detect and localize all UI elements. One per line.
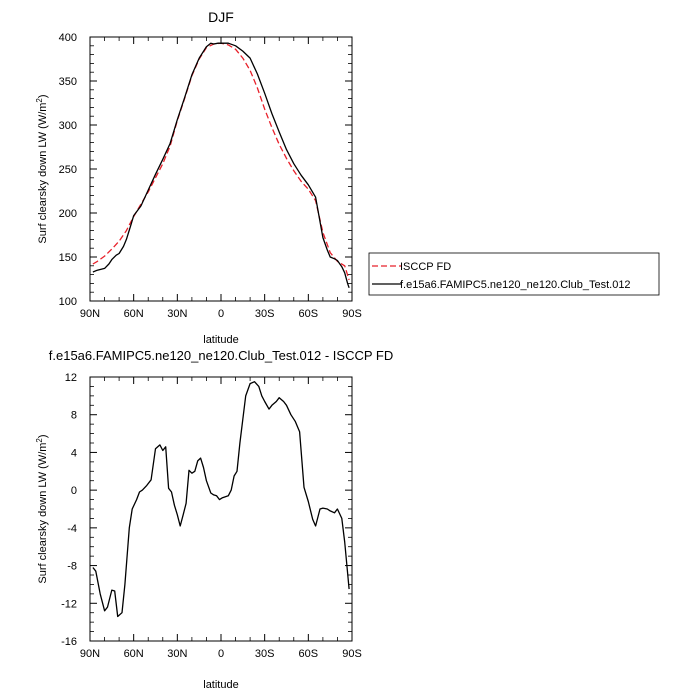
bottom-x-axis-label: latitude <box>203 679 238 691</box>
bottom-y-tick-label: 4 <box>71 447 77 459</box>
top-series-isccp-line <box>92 42 350 281</box>
top-x-tick-label: 30S <box>255 308 275 320</box>
bottom-x-tick-label: 60S <box>299 648 319 660</box>
top-plot-frame <box>89 36 353 302</box>
top-chart-title: DJF <box>208 9 234 25</box>
bottom-plot-frame <box>89 376 353 642</box>
bottom-y-axis-label: Surf clearsky down LW (W/m2) <box>35 434 49 583</box>
bottom-x-tick-label: 30S <box>255 648 275 660</box>
bottom-y-tick-label: -8 <box>67 561 77 573</box>
bottom-x-tick-label: 60N <box>124 648 144 660</box>
bottom-y-tick-label: -4 <box>67 523 77 535</box>
top-y-tick-label: 300 <box>59 120 77 132</box>
top-x-tick-label: 0 <box>218 308 224 320</box>
top-x-tick-label: 60S <box>299 308 319 320</box>
bottom-y-tick-label: -12 <box>61 598 77 610</box>
top-x-axis-label: latitude <box>203 334 238 346</box>
bottom-x-tick-label: 30N <box>167 648 187 660</box>
legend-box <box>368 252 660 296</box>
top-y-tick-label: 350 <box>59 76 77 88</box>
top-y-axis-label: Surf clearsky down LW (W/m2) <box>35 94 49 243</box>
top-y-tick-label: 200 <box>59 208 77 220</box>
bottom-x-tick-label: 90S <box>342 648 362 660</box>
top-y-tick-label: 400 <box>59 32 77 44</box>
top-x-tick-label: 60N <box>124 308 144 320</box>
legend-label-isccp: ISCCP FD <box>400 261 451 273</box>
legend-label-model: f.e15a6.FAMIPC5.ne120_ne120.Club_Test.01… <box>400 279 631 291</box>
top-y-tick-label: 250 <box>59 164 77 176</box>
bottom-chart: f.e15a6.FAMIPC5.ne120_ne120.Club_Test.01… <box>35 348 393 691</box>
bottom-y-tick-label: 8 <box>71 410 77 422</box>
top-x-tick-label: 90N <box>80 308 100 320</box>
bottom-y-tick-label: 12 <box>65 372 77 384</box>
bottom-y-tick-label: 0 <box>71 485 77 497</box>
bottom-chart-title: f.e15a6.FAMIPC5.ne120_ne120.Club_Test.01… <box>49 348 393 363</box>
bottom-x-tick-label: 0 <box>218 648 224 660</box>
bottom-y-tick-label: -16 <box>61 636 77 648</box>
top-series-model-line <box>92 42 350 289</box>
top-x-tick-label: 90S <box>342 308 362 320</box>
top-chart: DJF 90N 60N 30N 0 30S 60S 90S 100 150 200 250 300 350… <box>35 9 362 346</box>
legend: ISCCP FD f.e15a6.FAMIPC5.ne120_ne120.Clu… <box>368 252 660 296</box>
top-x-tick-label: 30N <box>167 308 187 320</box>
bottom-x-tick-label: 90N <box>80 648 100 660</box>
bottom-series-difference-line <box>92 381 350 618</box>
top-y-tick-label: 100 <box>59 296 77 308</box>
top-y-tick-label: 150 <box>59 252 77 264</box>
